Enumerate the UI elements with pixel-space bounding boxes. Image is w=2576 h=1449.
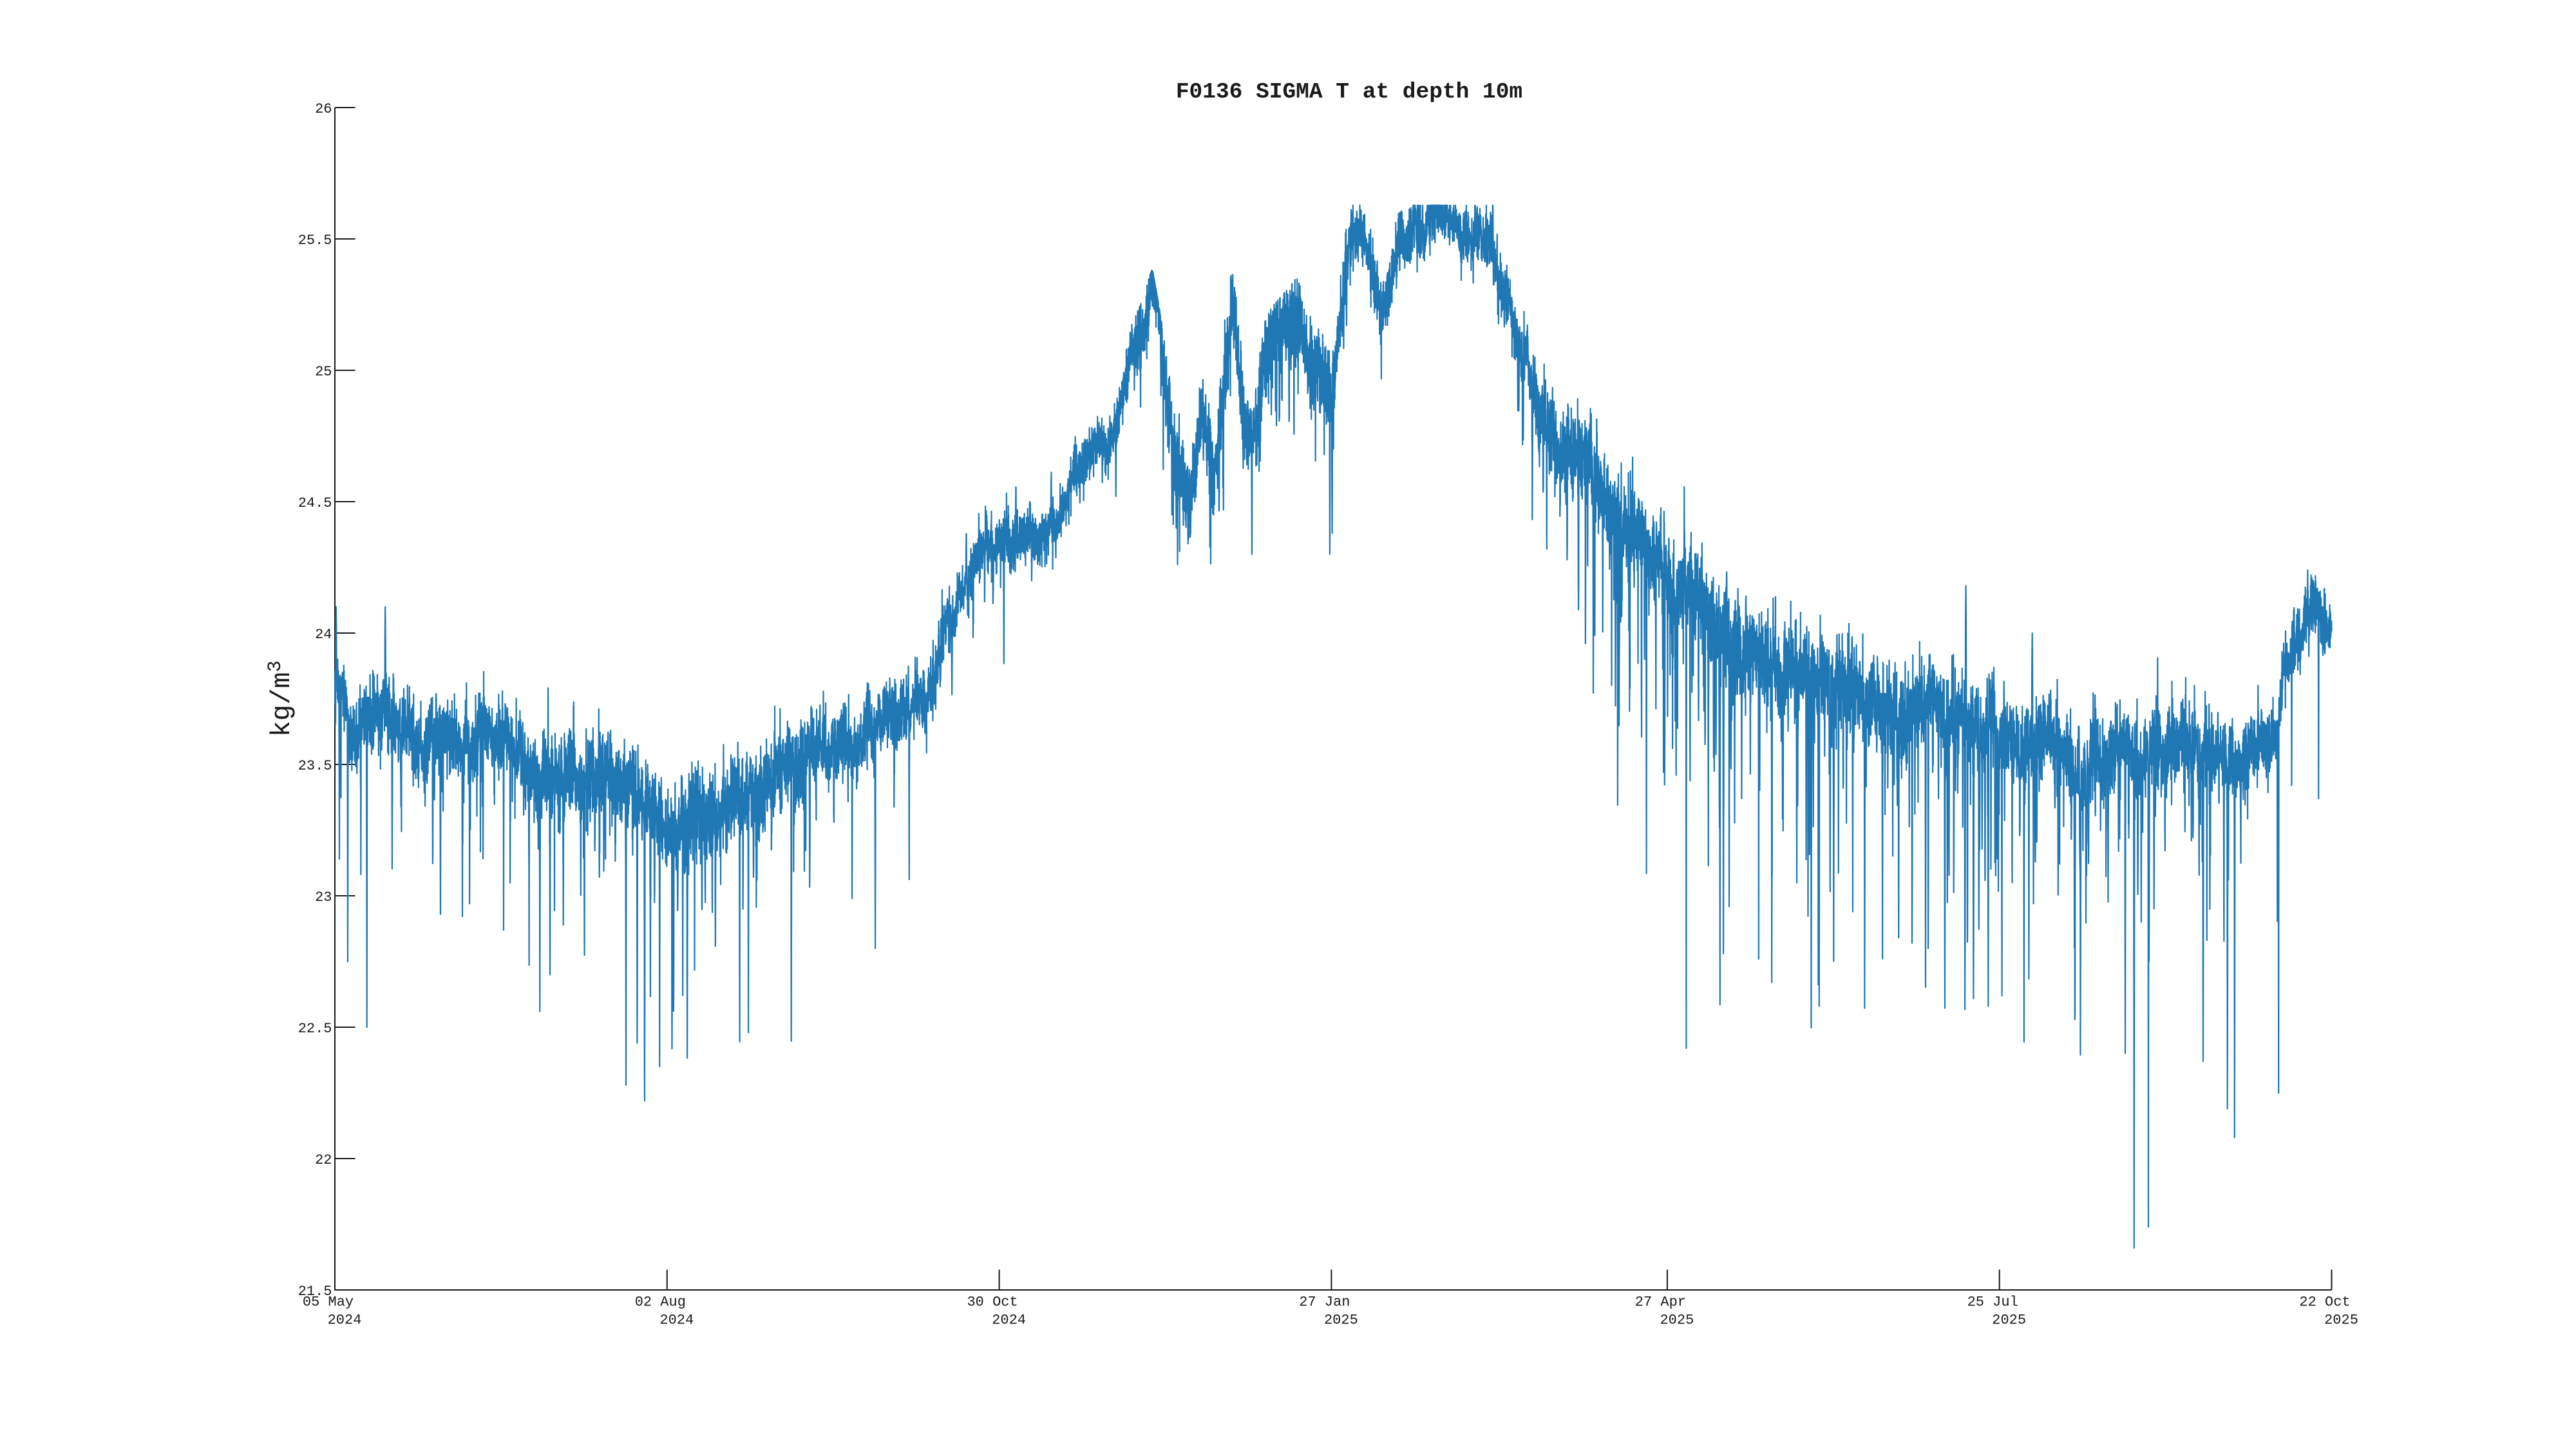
svg-text:25: 25 — [315, 364, 332, 380]
svg-text:21.5: 21.5 — [298, 1283, 332, 1300]
svg-text:2024: 2024 — [992, 1312, 1026, 1329]
svg-text:24.5: 24.5 — [298, 495, 332, 511]
svg-text:kg/m3: kg/m3 — [265, 661, 298, 737]
svg-text:23: 23 — [315, 889, 332, 905]
svg-text:02 Aug: 02 Aug — [635, 1294, 686, 1311]
svg-text:24: 24 — [315, 627, 332, 643]
svg-text:2025: 2025 — [2324, 1312, 2358, 1329]
svg-text:26: 26 — [315, 101, 332, 117]
svg-text:27 Apr: 27 Apr — [1635, 1294, 1686, 1311]
svg-text:2025: 2025 — [1992, 1312, 2026, 1329]
svg-text:22.5: 22.5 — [298, 1021, 332, 1037]
svg-text:05 May: 05 May — [303, 1294, 354, 1311]
svg-text:25.5: 25.5 — [298, 232, 332, 249]
svg-text:25 Jul: 25 Jul — [1967, 1294, 2018, 1311]
svg-text:2025: 2025 — [1660, 1312, 1694, 1329]
svg-text:2025: 2025 — [1324, 1312, 1358, 1329]
svg-text:2024: 2024 — [328, 1312, 362, 1329]
svg-text:22 Oct: 22 Oct — [2299, 1294, 2350, 1311]
svg-text:2024: 2024 — [659, 1312, 694, 1329]
svg-text:30 Oct: 30 Oct — [967, 1294, 1018, 1311]
svg-text:23.5: 23.5 — [298, 758, 332, 774]
svg-text:F0136 SIGMA T at depth 10m: F0136 SIGMA T at depth 10m — [1176, 80, 1522, 105]
svg-text:22: 22 — [315, 1152, 332, 1168]
svg-text:27 Jan: 27 Jan — [1299, 1294, 1350, 1311]
